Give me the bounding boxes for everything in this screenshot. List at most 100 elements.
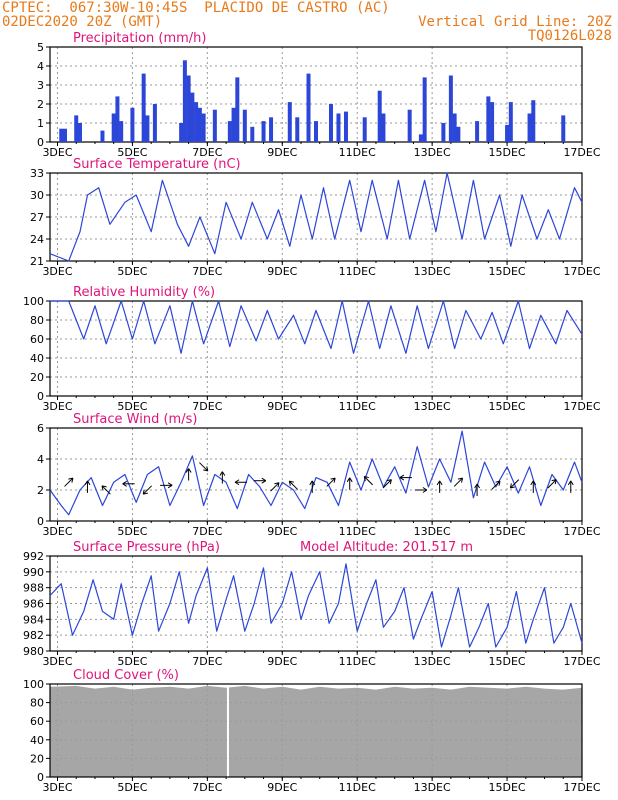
wind-arrow [64, 477, 74, 487]
y-tick-label: 21 [30, 255, 44, 268]
x-tick-label: 13DEC [414, 400, 451, 413]
precip-bar [186, 75, 191, 142]
wind-arrow-head [530, 480, 537, 486]
wind-arrow-head [185, 468, 192, 473]
cloud-panel: Cloud Cover (%) 0 20 40 60 80 100 3DEC 5DEC 7DEC 9… [23, 668, 601, 794]
y-tick-label: 0 [37, 771, 44, 784]
temp-panel: Surface Temperature (nC) 21 24 27 30 33 3DEC 5D… [30, 157, 601, 278]
x-tick-label: 7DEC [192, 655, 222, 668]
y-tick-label: 2 [37, 98, 44, 111]
x-tick-label: 9DEC [267, 400, 297, 413]
y-tick-label: 100 [23, 678, 44, 691]
precip-bar [115, 96, 120, 142]
wind-arrow [382, 479, 392, 489]
wind-arrow-head [330, 477, 336, 483]
x-tick-label: 5DEC [117, 781, 147, 794]
pressure-annotation: Model Altitude: 201.517 m [300, 540, 473, 555]
y-tick-label: 986 [23, 598, 44, 611]
x-tick-label: 15DEC [489, 265, 526, 278]
x-tick-label: 13DEC [414, 265, 451, 278]
pressure-frame [49, 555, 583, 652]
y-tick-label: 4 [37, 60, 44, 73]
x-tick-label: 11DEC [339, 655, 376, 668]
y-tick-label: 980 [23, 645, 44, 658]
precip-bar [197, 107, 202, 142]
cloud-frame [49, 683, 583, 778]
wind-arrow-head [234, 479, 240, 486]
x-tick-label: 13DEC [414, 146, 451, 159]
precip-bar [100, 130, 105, 142]
wind-arrow-head [68, 477, 74, 483]
wind-arrow-head [203, 466, 209, 472]
x-tick-label: 9DEC [267, 655, 297, 668]
wind-title: Surface Wind (m/s) [73, 412, 197, 427]
x-tick-label: 17DEC [563, 265, 600, 278]
y-tick-label: 40 [30, 352, 44, 365]
precip-bar [130, 107, 135, 142]
y-tick-label: 4 [37, 453, 44, 466]
precip-bar [287, 102, 292, 142]
precip-bar [59, 128, 64, 142]
precip-bar [235, 77, 240, 142]
precip-bar [486, 96, 491, 142]
pressure-panel: Surface Pressure (hPa) Model Altitude: 20… [23, 540, 601, 668]
y-tick-label: 992 [23, 550, 44, 563]
y-tick-label: 982 [23, 629, 44, 642]
wind-arrow [199, 462, 209, 472]
wind-arrow-head [495, 480, 501, 486]
precip-bar [261, 121, 266, 142]
x-tick-label: 7DEC [192, 400, 222, 413]
precip-bar [561, 115, 566, 142]
wind-frame [49, 427, 583, 522]
x-tick-label: 11DEC [339, 781, 376, 794]
precip-bar [295, 117, 300, 142]
rh-title: Relative Humidity (%) [73, 285, 215, 300]
y-tick-label: 0 [37, 515, 44, 528]
y-tick-label: 0 [37, 390, 44, 403]
wind-arrow-head [288, 480, 294, 486]
wind-arrow [101, 485, 111, 495]
x-tick-label: 17DEC [563, 525, 600, 538]
wind-arrow [453, 477, 463, 487]
y-tick-label: 60 [30, 715, 44, 728]
wind-arrow [363, 476, 374, 486]
y-tick-label: 990 [23, 566, 44, 579]
x-tick-label: 15DEC [489, 146, 526, 159]
precip-bar [182, 60, 187, 142]
y-tick-label: 80 [30, 697, 44, 710]
precip-bar [314, 121, 318, 142]
precip-bar [448, 75, 453, 142]
precip-bar [452, 113, 457, 142]
wind-arrow [510, 479, 520, 489]
y-tick-label: 30 [30, 189, 44, 202]
wind-arrow-head [399, 474, 405, 481]
wind-arrow-head [386, 479, 392, 485]
precip-bar [141, 73, 146, 142]
precip-bar [422, 77, 427, 142]
x-tick-label: 5DEC [117, 655, 147, 668]
y-tick-label: 0 [37, 136, 44, 149]
x-tick-label: 5DEC [117, 400, 147, 413]
x-tick-label: 13DEC [414, 781, 451, 794]
precip-bar [145, 115, 150, 142]
y-tick-label: 40 [30, 734, 44, 747]
x-tick-label: 11DEC [339, 146, 376, 159]
wind-arrow-head [436, 480, 443, 486]
precip-bar [377, 90, 382, 142]
wind-arrow [270, 482, 280, 492]
precip-bar [505, 124, 510, 142]
precip-bar [179, 123, 184, 142]
header-vertical-grid-note: Vertical Grid Line: 20Z [418, 14, 612, 30]
precip-bar [269, 117, 274, 142]
header-run-id: TQ0126L028 [527, 28, 612, 44]
precip-bar [119, 121, 124, 142]
x-tick-label: 15DEC [489, 781, 526, 794]
x-tick-label: 7DEC [192, 525, 222, 538]
wind-series-line [49, 430, 583, 516]
precip-bar [152, 104, 157, 142]
precip-bar [418, 134, 423, 142]
wind-arrow-head [346, 477, 353, 483]
wind-arrow-head [84, 480, 91, 486]
precip-bar [441, 123, 446, 142]
precip-bar [508, 102, 513, 142]
